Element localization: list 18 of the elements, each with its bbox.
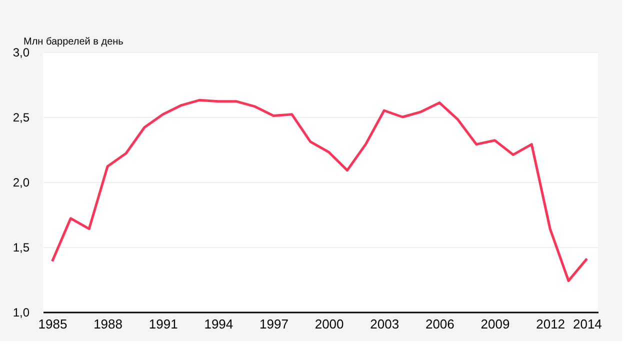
y-axis-title: Млн баррелей в день — [24, 36, 124, 48]
y-tick-label: 1,5 — [12, 240, 30, 254]
x-tick-label: 2014 — [572, 316, 602, 332]
x-tick-label: 1991 — [148, 316, 178, 332]
x-tick-label: 1997 — [260, 316, 288, 332]
x-tick-label: 1985 — [38, 316, 68, 332]
x-tick-label: 2003 — [370, 316, 400, 332]
x-tick-label: 2009 — [480, 316, 510, 332]
x-tick-label: 2006 — [425, 316, 454, 332]
y-tick-label: 2,0 — [12, 176, 30, 190]
x-tick-label: 2012 — [536, 316, 566, 332]
y-tick-label: 1,0 — [12, 306, 30, 320]
x-tick-label: 1994 — [204, 316, 234, 332]
y-tick-label: 3,0 — [12, 46, 30, 60]
y-tick-label: 2,5 — [12, 110, 30, 124]
x-tick-label: 1988 — [94, 316, 122, 332]
line-series — [50, 98, 588, 282]
x-tick-label: 2000 — [314, 316, 344, 332]
